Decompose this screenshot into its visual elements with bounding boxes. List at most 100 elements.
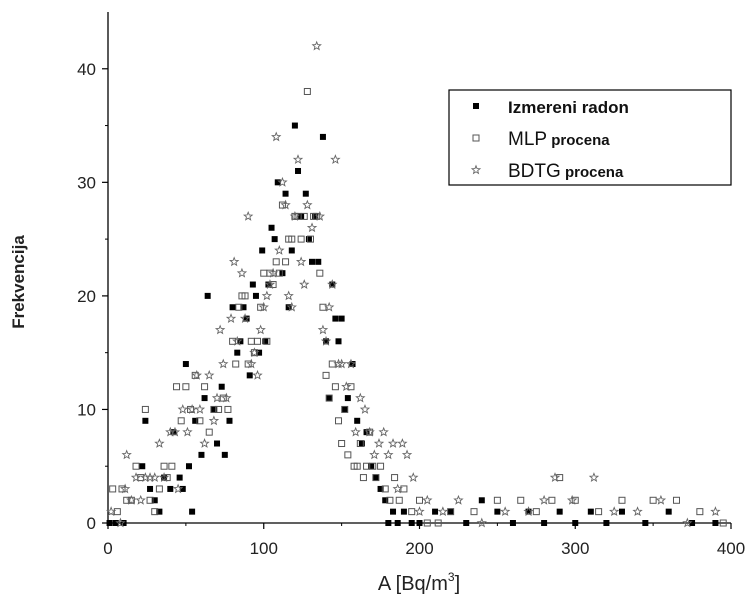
data-point	[587, 508, 594, 515]
data-point	[118, 485, 126, 493]
data-point	[401, 449, 413, 460]
data-point	[266, 269, 274, 277]
data-point	[163, 474, 171, 482]
data-point	[338, 315, 345, 322]
data-point	[130, 472, 142, 482]
data-point	[169, 426, 181, 437]
data-point	[447, 508, 454, 515]
data-point	[463, 520, 470, 526]
data-point	[330, 154, 341, 165]
data-point	[300, 212, 308, 220]
data-point	[132, 462, 140, 470]
data-point	[331, 383, 339, 391]
data-point	[447, 508, 455, 516]
data-point	[271, 131, 282, 142]
data-point	[603, 520, 610, 526]
data-point	[239, 313, 251, 324]
data-point	[182, 383, 190, 391]
data-point	[369, 462, 377, 470]
data-point	[341, 405, 349, 413]
data-point	[286, 301, 297, 312]
data-point	[299, 279, 310, 289]
data-point	[423, 519, 431, 527]
data-point	[264, 279, 276, 289]
data-point	[387, 438, 399, 448]
data-point	[232, 335, 243, 346]
data-point	[261, 290, 273, 301]
data-point	[328, 360, 336, 368]
legend-label-main: MLP	[508, 129, 547, 150]
data-point	[160, 462, 168, 470]
data-point	[265, 281, 272, 288]
data-point	[106, 520, 113, 526]
series-3	[105, 40, 721, 528]
data-point	[272, 258, 280, 266]
data-point	[386, 496, 394, 504]
data-point	[306, 222, 318, 233]
data-point	[170, 429, 177, 436]
data-point	[595, 508, 603, 516]
data-point	[395, 496, 403, 504]
data-point	[219, 394, 227, 402]
legend-label-suffix: procena	[561, 164, 624, 181]
data-point	[347, 383, 355, 391]
data-point	[377, 462, 385, 470]
data-point	[319, 303, 327, 311]
data-point	[241, 292, 249, 300]
data-point	[618, 508, 625, 515]
data-point	[523, 506, 534, 517]
data-point	[168, 462, 176, 470]
data-point	[218, 383, 225, 390]
data-point	[141, 405, 149, 413]
data-point	[295, 256, 307, 267]
data-point	[414, 506, 425, 517]
data-point	[369, 449, 380, 460]
data-point	[314, 210, 325, 221]
data-point	[325, 394, 333, 402]
data-point	[179, 485, 186, 492]
data-point	[315, 258, 322, 265]
data-point	[341, 406, 348, 413]
data-point	[228, 256, 240, 267]
data-point	[710, 506, 721, 517]
data-point	[295, 167, 302, 174]
data-point	[182, 361, 189, 368]
data-point	[173, 383, 181, 391]
data-point	[341, 381, 352, 392]
data-point	[359, 474, 367, 482]
data-point	[364, 426, 375, 437]
data-point	[618, 496, 626, 504]
data-point	[229, 304, 236, 311]
data-point	[156, 508, 163, 515]
data-point	[345, 358, 357, 369]
data-point	[381, 485, 389, 493]
data-point	[199, 438, 210, 448]
legend-marker	[470, 164, 482, 175]
y-axis-title: Frekvencija	[9, 235, 28, 329]
x-axis-title-end: ]	[455, 573, 461, 595]
data-point	[312, 213, 319, 220]
data-point	[682, 517, 693, 528]
data-point	[147, 485, 154, 492]
data-point	[400, 485, 408, 493]
data-point	[113, 508, 121, 516]
data-point	[267, 267, 279, 278]
data-point	[263, 337, 271, 345]
data-point	[649, 496, 657, 504]
data-point	[282, 190, 289, 197]
data-point	[349, 361, 356, 368]
data-point	[289, 210, 301, 221]
data-point	[218, 358, 229, 369]
legend-label-suffix: procena	[547, 132, 610, 149]
data-point	[196, 417, 204, 425]
data-point	[149, 472, 160, 482]
data-point	[323, 338, 330, 345]
data-point	[256, 349, 263, 356]
data-point	[372, 474, 379, 481]
data-point	[210, 406, 217, 413]
data-point	[416, 496, 423, 504]
data-point	[302, 190, 309, 197]
data-point	[538, 494, 550, 505]
data-point	[397, 438, 408, 448]
